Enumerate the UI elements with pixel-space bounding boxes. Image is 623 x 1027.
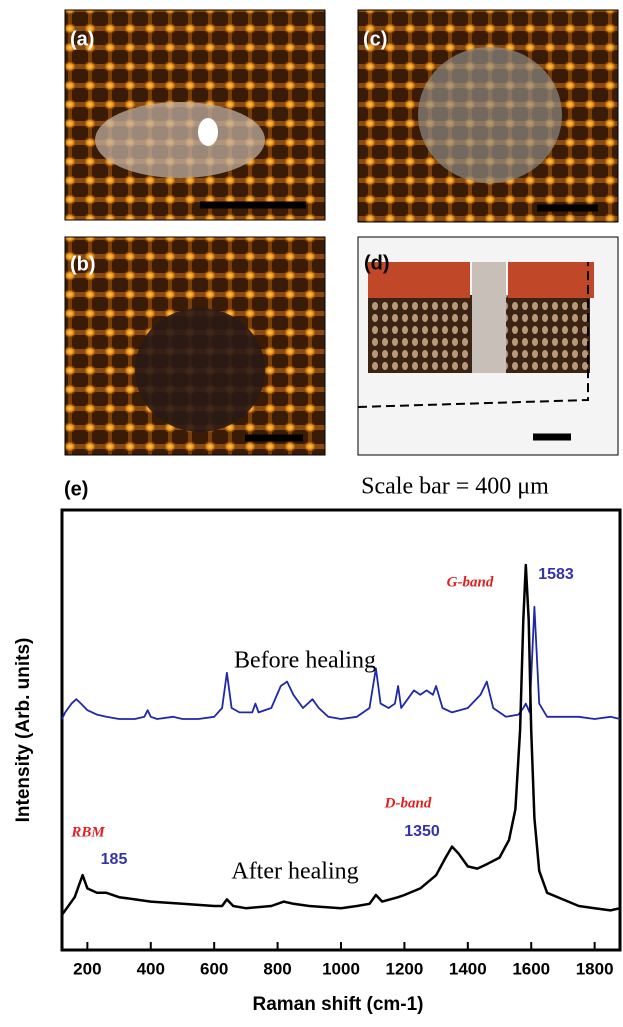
- coating: [508, 262, 594, 298]
- crack: [472, 262, 506, 373]
- annotation: 1583: [538, 566, 574, 583]
- outline: [357, 262, 589, 408]
- series-line: [61, 605, 621, 720]
- annotation: Before healing: [234, 648, 376, 674]
- healed-spot: [418, 47, 562, 183]
- x-tick-label: 1800: [576, 959, 614, 978]
- x-tick-label: 1200: [385, 959, 423, 978]
- scale-note: Scale bar = 400 μm: [361, 474, 549, 500]
- annotation: G-band: [447, 574, 494, 590]
- x-tick-label: 1000: [322, 959, 360, 978]
- x-tick-label: 1400: [449, 959, 487, 978]
- annotation: After healing: [231, 859, 358, 885]
- panel-label: (b): [70, 253, 96, 275]
- panel-label: (c): [363, 28, 387, 50]
- annotation: 185: [101, 851, 128, 868]
- highlight: [198, 118, 218, 146]
- damage: [135, 308, 265, 432]
- annotation: 1350: [404, 823, 440, 840]
- x-tick-label: 800: [263, 959, 291, 978]
- droplet: [95, 102, 265, 178]
- x-tick-label: 400: [137, 959, 165, 978]
- panel-label: (d): [364, 252, 390, 274]
- panel-label: (a): [70, 28, 94, 50]
- annotation: RBM: [70, 824, 105, 840]
- x-tick-label: 200: [73, 959, 101, 978]
- x-axis-title: Raman shift (cm-1): [252, 994, 423, 1015]
- annotation: D-band: [384, 795, 432, 811]
- coating: [368, 262, 470, 298]
- x-tick-label: 1600: [512, 959, 550, 978]
- x-tick-label: 600: [200, 959, 228, 978]
- y-axis-title: Intensity (Arb. units): [13, 638, 34, 823]
- panel-label: (e): [64, 478, 88, 500]
- series-line: [60, 563, 621, 916]
